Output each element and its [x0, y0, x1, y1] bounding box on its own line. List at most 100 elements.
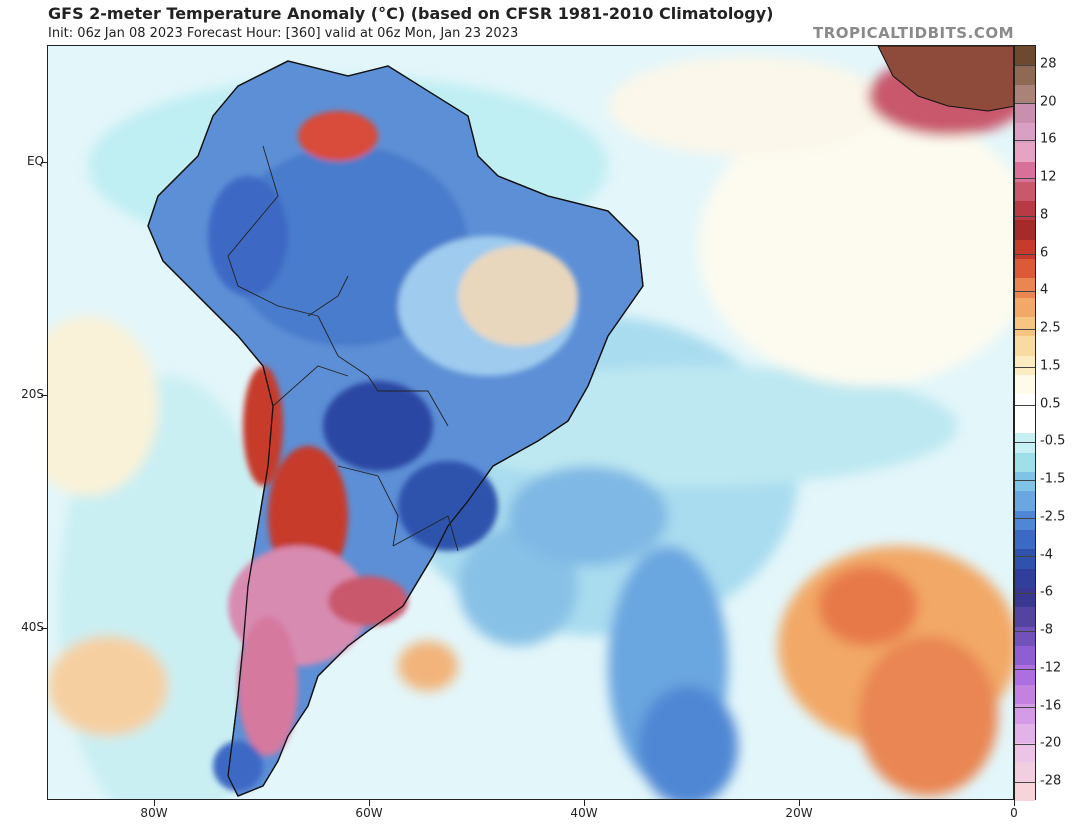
colorbar-tick	[1015, 593, 1035, 595]
colorbar-swatch	[1015, 336, 1035, 357]
colorbar-tick	[1015, 668, 1035, 670]
colorbar-tick	[1015, 744, 1035, 746]
temperature-anomaly-map	[47, 45, 1014, 800]
colorbar-label: 1.5	[1040, 358, 1061, 374]
colorbar-label: 12	[1040, 169, 1057, 185]
colorbar-swatch	[1015, 762, 1035, 783]
colorbar-swatch	[1015, 239, 1035, 260]
colorbar-tick	[1015, 253, 1035, 255]
colorbar-swatch	[1015, 607, 1035, 628]
colorbar-label: -1.5	[1040, 471, 1066, 487]
lat-tick	[41, 162, 47, 163]
colorbar-swatch	[1015, 162, 1035, 182]
colorbar-swatch	[1015, 588, 1035, 608]
colorbar-tick	[1015, 404, 1035, 406]
colorbar-swatch	[1015, 181, 1035, 202]
colorbar-tick	[1015, 706, 1035, 708]
colorbar-label: -12	[1040, 660, 1062, 676]
colorbar-label: -0.5	[1040, 433, 1066, 449]
lon-label-80w: 80W	[140, 806, 168, 820]
colorbar-label: 20	[1040, 94, 1057, 110]
lat-label-eq: EQ	[26, 154, 44, 168]
colorbar-swatch	[1015, 510, 1035, 531]
colorbar-tick	[1015, 366, 1035, 368]
colorbar-swatch	[1015, 626, 1035, 647]
colorbar-label: 16	[1040, 131, 1057, 147]
colorbar-tick	[1015, 517, 1035, 519]
lat-label-40s: 40S	[21, 620, 44, 634]
colorbar-swatch	[1015, 684, 1035, 705]
colorbar-swatch	[1015, 471, 1035, 492]
colorbar-label: 2.5	[1040, 320, 1061, 336]
colorbar-swatch	[1015, 413, 1035, 434]
colorbar-label: 28	[1040, 56, 1057, 72]
colorbar-tick	[1015, 631, 1035, 633]
lon-tick	[154, 800, 155, 806]
anomaly-field	[48, 46, 1013, 799]
colorbar-label: -16	[1040, 698, 1062, 714]
colorbar-swatch	[1015, 46, 1035, 66]
lon-label-60w: 60W	[355, 806, 383, 820]
lon-tick	[584, 800, 585, 806]
colorbar-label: 6	[1040, 245, 1049, 261]
colorbar-tick	[1015, 140, 1035, 142]
colorbar-swatch	[1015, 220, 1035, 241]
colorbar-swatch	[1015, 491, 1035, 512]
colorbar-swatch	[1015, 723, 1035, 744]
colorbar-swatch	[1015, 394, 1035, 415]
colorbar-swatch	[1015, 665, 1035, 686]
colorbar-swatch	[1015, 355, 1035, 376]
colorbar-swatch	[1015, 549, 1035, 570]
colorbar-tick	[1015, 215, 1035, 217]
colorbar-swatch	[1015, 317, 1035, 337]
colorbar-swatch	[1015, 704, 1035, 725]
colorbar-swatch	[1015, 278, 1035, 299]
colorbar-swatch	[1015, 84, 1035, 105]
colorbar-tick	[1015, 442, 1035, 444]
colorbar-swatch	[1015, 529, 1035, 550]
colorbar-swatch	[1015, 65, 1035, 86]
colorbar-swatch	[1015, 646, 1035, 666]
colorbar-swatch	[1015, 297, 1035, 318]
lon-tick	[369, 800, 370, 806]
colorbar-tick	[1015, 102, 1035, 104]
colorbar-swatch	[1015, 142, 1035, 163]
lon-label-20w: 20W	[785, 806, 813, 820]
colorbar-label: 8	[1040, 207, 1049, 223]
colorbar-swatch	[1015, 200, 1035, 221]
colorbar-swatch	[1015, 781, 1035, 802]
colorbar-label: -8	[1040, 622, 1053, 638]
colorbar-tick	[1015, 291, 1035, 293]
colorbar-swatch	[1015, 258, 1035, 279]
lat-label-20s: 20S	[21, 387, 44, 401]
colorbar-tick	[1015, 782, 1035, 784]
colorbar-label: -2.5	[1040, 509, 1066, 525]
colorbar-label: 4	[1040, 282, 1049, 298]
colorbar-swatch	[1015, 104, 1035, 124]
colorbar-tick	[1015, 480, 1035, 482]
colorbar-swatch	[1015, 123, 1035, 144]
lon-label-0: 0	[1010, 806, 1018, 820]
colorbar-tick	[1015, 64, 1035, 66]
colorbar-tick	[1015, 329, 1035, 331]
colorbar-label: -6	[1040, 584, 1053, 600]
colorbar-label: 0.5	[1040, 396, 1061, 412]
lon-tick	[799, 800, 800, 806]
map-title: GFS 2-meter Temperature Anomaly (°C) (ba…	[48, 4, 774, 23]
colorbar-label: -20	[1040, 735, 1062, 751]
colorbar-tick	[1015, 555, 1035, 557]
lon-tick	[1014, 800, 1015, 806]
colorbar-swatch	[1015, 375, 1035, 395]
forecast-info: Init: 06z Jan 08 2023 Forecast Hour: [36…	[48, 26, 519, 41]
lat-tick	[41, 395, 47, 396]
colorbar-tick	[1015, 178, 1035, 180]
site-watermark: TROPICALTIDBITS.COM	[813, 24, 1014, 42]
colorbar-swatch	[1015, 452, 1035, 473]
lon-label-40w: 40W	[570, 806, 598, 820]
colorbar-swatch	[1015, 568, 1035, 589]
colorbar	[1014, 45, 1036, 802]
colorbar-swatch	[1015, 742, 1035, 763]
colorbar-label: -4	[1040, 547, 1053, 563]
lat-tick	[41, 628, 47, 629]
colorbar-label: -28	[1040, 773, 1062, 789]
